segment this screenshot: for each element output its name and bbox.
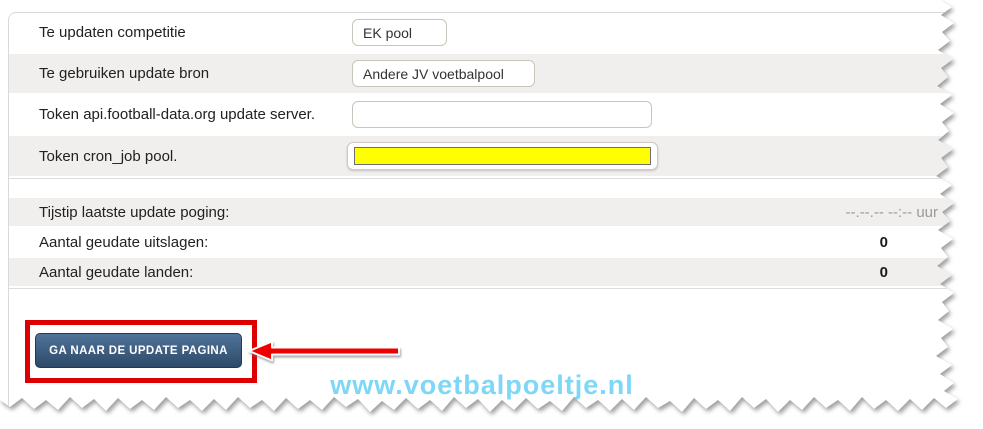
status-row: Aantal geudate landen: 0: [9, 258, 958, 288]
go-to-update-page-button[interactable]: GA NAAR DE UPDATE PAGINA: [35, 333, 242, 368]
form-row: Te updaten competitie: [9, 13, 958, 54]
update-source-input[interactable]: [352, 60, 535, 87]
status-value-updated-countries: 0: [879, 263, 888, 281]
field-label-api-token: Token api.football-data.org update serve…: [39, 106, 316, 123]
status-label-updated-results: Aantal geudate uitslagen:: [39, 233, 209, 251]
form-row: Token api.football-data.org update serve…: [9, 95, 958, 136]
status-row: Aantal geudate uitslagen: 0: [9, 228, 958, 258]
field-label-competition: Te updaten competitie: [39, 24, 186, 41]
field-label-cronjob-token: Token cron_job pool.: [39, 147, 178, 165]
api-token-input[interactable]: [352, 101, 652, 128]
update-status-table: Tijstip laatste update poging: --.--.-- …: [9, 198, 958, 289]
cronjob-token-field-wrap: [347, 142, 658, 170]
status-label-last-attempt: Tijstip laatste update poging:: [39, 203, 230, 221]
page-background: Te updaten competitie Te gebruiken updat…: [8, 12, 958, 412]
competition-input[interactable]: [352, 19, 447, 46]
status-value-last-attempt: --.--.-- --:-- uur: [845, 203, 938, 221]
cronjob-token-input[interactable]: [354, 147, 651, 165]
arrow-left-icon: [248, 340, 400, 362]
form-row: Token cron_job pool.: [9, 136, 958, 178]
status-label-updated-countries: Aantal geudate landen:: [39, 263, 194, 281]
status-row: Tijstip laatste update poging: --.--.-- …: [9, 198, 958, 228]
form-row: Te gebruiken update bron: [9, 54, 958, 95]
field-label-update-source: Te gebruiken update bron: [39, 65, 210, 82]
settings-panel: Te updaten competitie Te gebruiken updat…: [8, 12, 958, 412]
update-settings-form: Te updaten competitie Te gebruiken updat…: [9, 13, 958, 179]
watermark-text: www.voetbalpoeltje.nl: [330, 370, 634, 400]
status-value-updated-results: 0: [879, 233, 888, 251]
torn-paper-screenshot: Te updaten competitie Te gebruiken updat…: [8, 12, 958, 412]
